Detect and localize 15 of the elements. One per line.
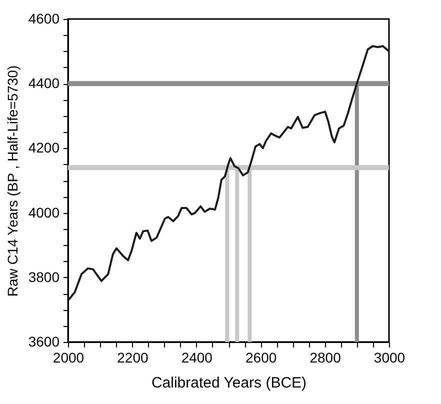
x-tick-label: 2400 xyxy=(181,350,213,366)
x-tick-label: 2600 xyxy=(246,350,277,366)
x-tick-label: 2000 xyxy=(52,350,84,366)
x-tick-label: 2800 xyxy=(310,350,342,366)
x-tick-label: 3000 xyxy=(374,350,406,366)
x-tick-label: 2200 xyxy=(117,350,148,366)
y-tick-label: 4200 xyxy=(28,140,60,156)
y-tick-label: 4000 xyxy=(28,204,60,220)
x-axis-title: Calibrated Years (BCE) xyxy=(151,374,307,392)
y-tick-label: 3600 xyxy=(28,334,60,350)
y-tick-label: 4400 xyxy=(28,75,60,92)
line-series xyxy=(67,45,390,302)
y-axis-title: Raw C14 Years (BP , Half-Life=5730) xyxy=(4,65,20,297)
y-tick-label: 4600 xyxy=(28,10,60,26)
y-tick-label: 3800 xyxy=(28,268,60,285)
